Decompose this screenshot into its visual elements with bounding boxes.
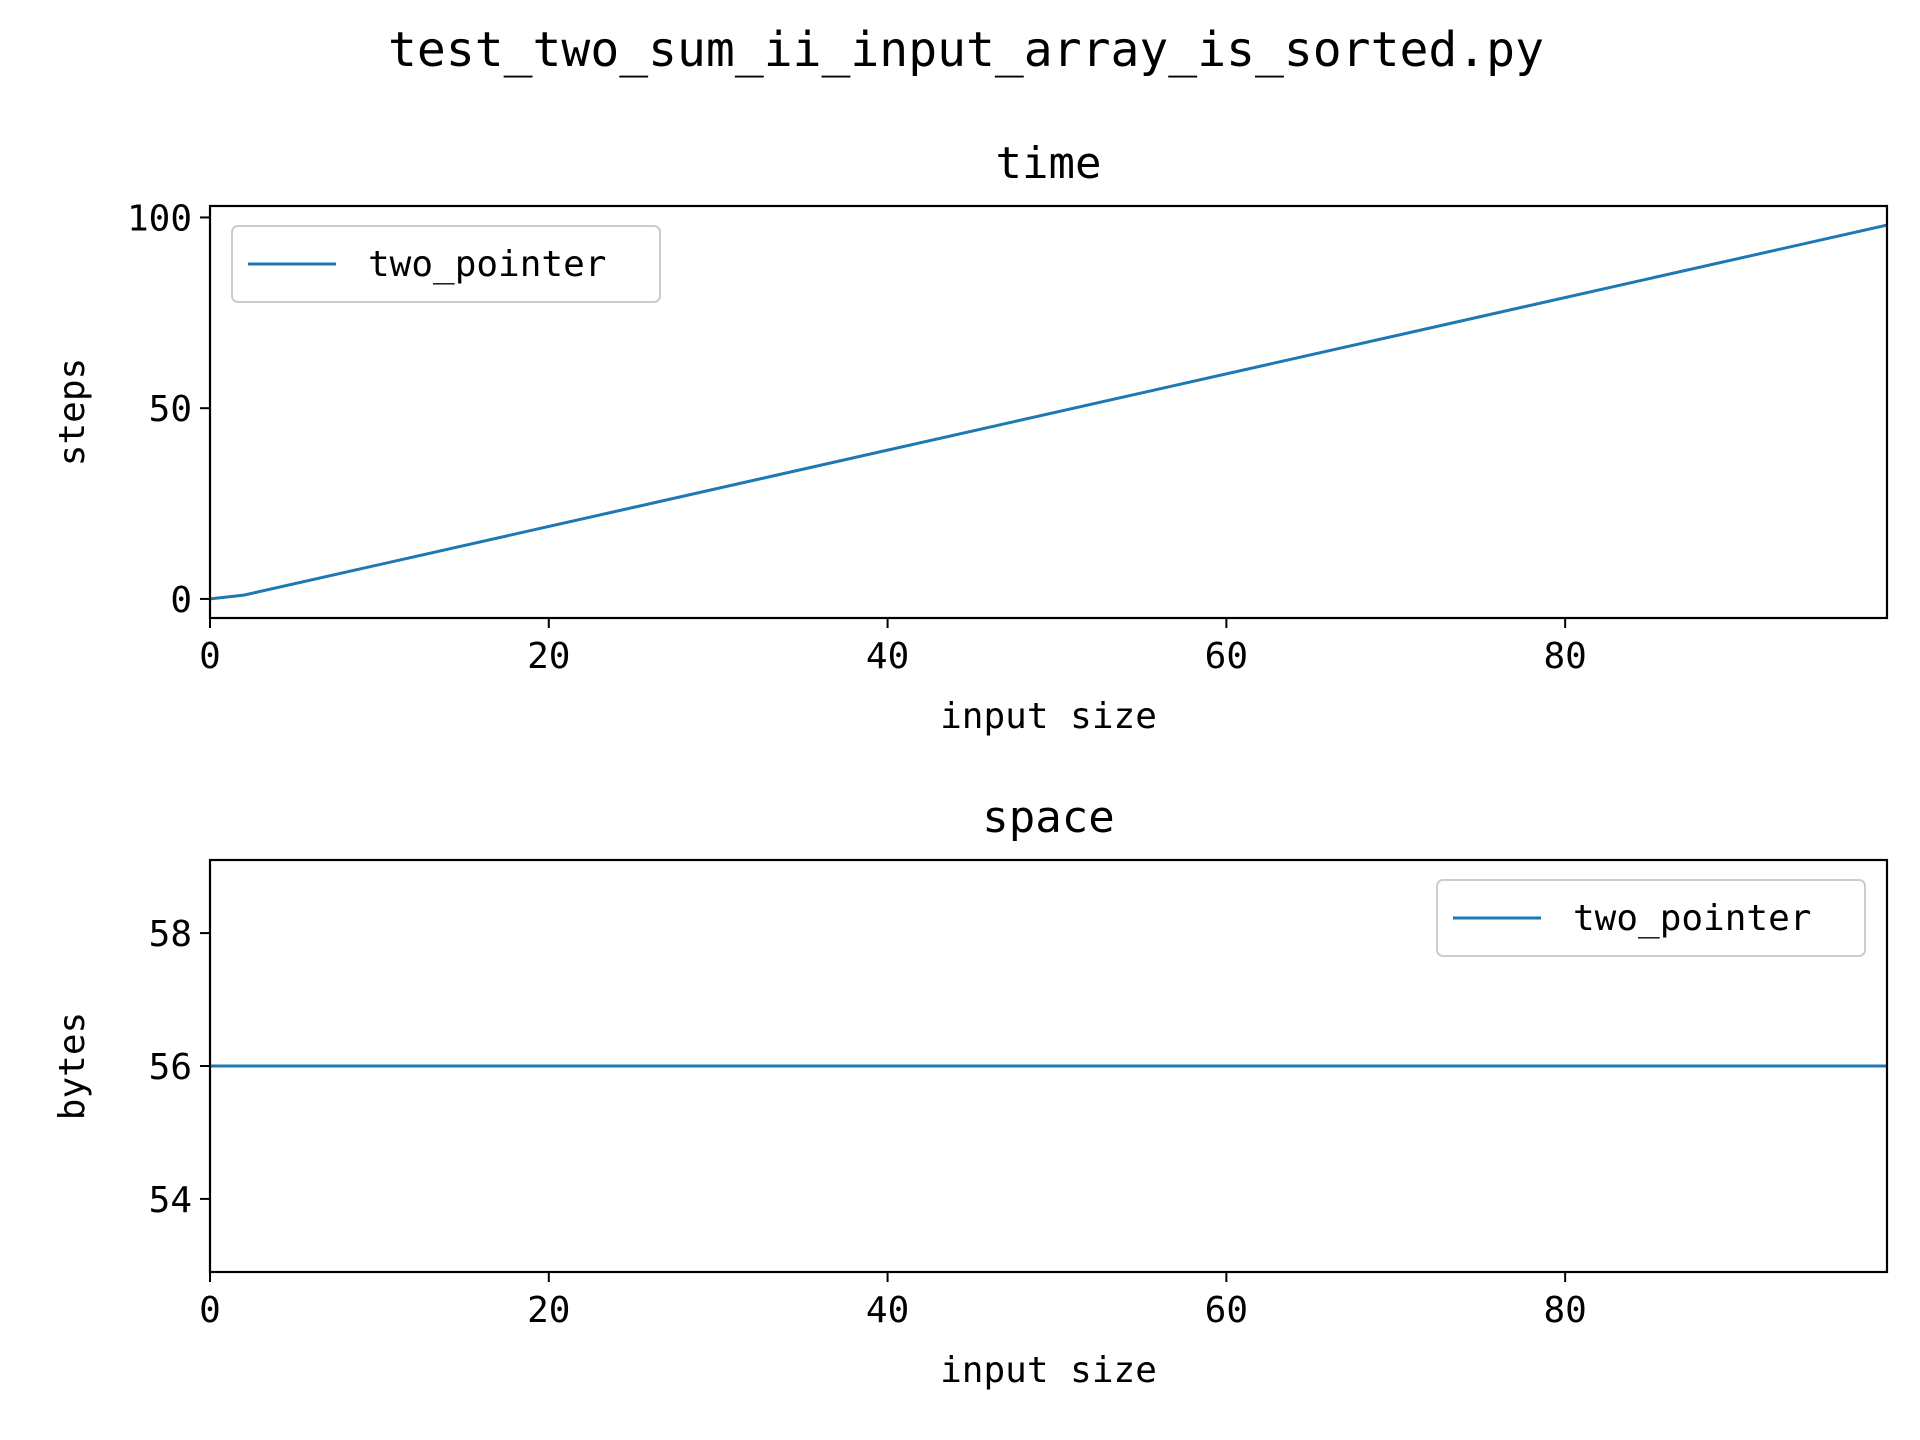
space-y-tick-label: 54 (149, 1180, 192, 1221)
space-x-tick-label: 60 (1205, 1290, 1248, 1331)
space-legend-box (1436, 879, 1866, 957)
time-x-tick-label: 40 (866, 636, 909, 677)
time-title: time (996, 138, 1102, 189)
time-x-tick-label: 80 (1543, 636, 1586, 677)
space-x-tick-label: 0 (199, 1290, 221, 1331)
time-x-axis-label: input size (940, 696, 1157, 737)
time-y-tick-label: 50 (149, 389, 192, 430)
time-subplot: time 0 20 40 60 80 0 50 100 input size steps two_po… (52, 138, 1889, 737)
space-legend-label: two_pointer (1573, 898, 1811, 939)
time-x-tick-label: 0 (199, 636, 221, 677)
time-legend-box (231, 225, 661, 303)
space-y-tick-label: 56 (149, 1047, 192, 1088)
space-x-tick-label: 40 (866, 1290, 909, 1331)
space-y-axis-label: bytes (52, 1012, 93, 1120)
time-legend: two_pointer (231, 225, 661, 303)
space-title: space (982, 792, 1114, 843)
space-legend: two_pointer (1436, 879, 1866, 957)
time-y-tick-label: 0 (170, 580, 192, 621)
space-x-tick-label: 80 (1543, 1290, 1586, 1331)
time-series-line-two_pointer (210, 223, 1887, 601)
time-plot-frame (208, 204, 1889, 620)
space-y-tick-label: 58 (149, 914, 192, 955)
space-subplot: space 0 20 40 60 80 54 56 58 input size bytes two_p… (52, 792, 1889, 1391)
time-y-axis-label: steps (52, 358, 93, 466)
space-x-tick-label: 20 (527, 1290, 570, 1331)
figure-suptitle: test_two_sum_ii_input_array_is_sorted.py (388, 22, 1544, 78)
time-y-tick-label: 100 (127, 198, 192, 239)
time-x-tick-label: 60 (1205, 636, 1248, 677)
time-legend-label: two_pointer (368, 244, 606, 285)
space-x-axis-label: input size (940, 1350, 1157, 1391)
time-x-tick-label: 20 (527, 636, 570, 677)
